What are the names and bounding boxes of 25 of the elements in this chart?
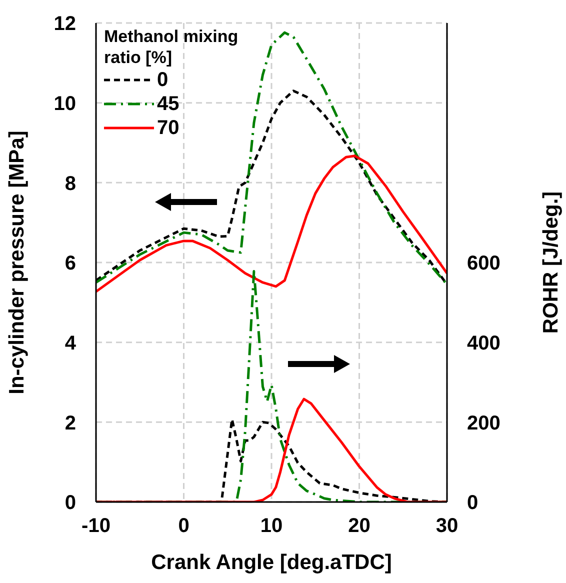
y-tick-label: 6 <box>64 252 76 275</box>
x-tick-label: 10 <box>260 515 283 538</box>
y2-tick-label: 200 <box>467 412 500 434</box>
line-series <box>96 31 447 286</box>
y-axis-title: In-cylinder pressure [MPa] <box>5 130 28 394</box>
legend-label: 45 <box>157 92 180 114</box>
y-tick-label: 4 <box>64 332 77 354</box>
x-axis-title: Crank Angle [deg.aTDC] <box>151 551 392 574</box>
x-tick-label: -10 <box>82 515 110 538</box>
line-series <box>96 154 447 293</box>
y2-tick-label: 400 <box>467 332 500 354</box>
y-tick-label: 0 <box>64 492 76 514</box>
y-tick-label: 8 <box>64 172 76 195</box>
y-tick-label: 12 <box>54 13 76 36</box>
y2-axis-title: ROHR [J/deg.] <box>539 191 562 334</box>
legend-title: Methanol mixing ratio [%] <box>104 26 240 68</box>
legend-label: 70 <box>157 116 180 138</box>
y2-tick-label: 600 <box>467 252 500 275</box>
x-tick-label: 20 <box>348 515 370 538</box>
x-tick-label: 30 <box>436 515 458 538</box>
legend-label: 0 <box>157 68 168 90</box>
x-tick-label: 0 <box>178 515 190 538</box>
y-tick-label: 10 <box>54 92 76 115</box>
y-tick-label: 2 <box>64 412 76 434</box>
y2-tick-label: 0 <box>467 492 478 514</box>
